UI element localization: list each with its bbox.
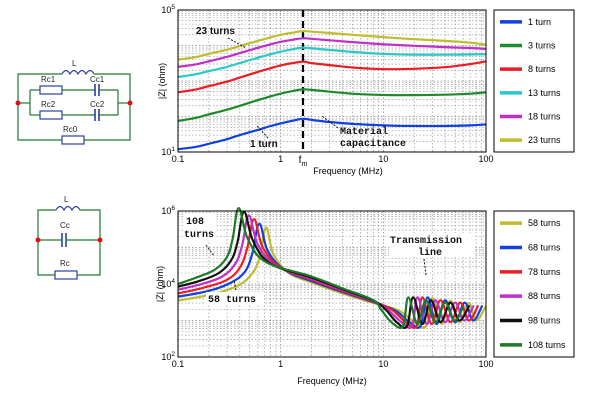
chart2-series-group (177, 207, 487, 329)
chart2-xtick-label: 100 (478, 359, 493, 369)
circuit-diagram-1 (15, 69, 133, 145)
chart2-legend-label-6: 108 turns (528, 340, 566, 350)
chart2-annotation-line: line (418, 247, 442, 259)
chart2-legend: 58 turns 68 turns 78 turns 88 turns 98 turns… (493, 210, 575, 358)
chart1-legend-label-2: 3 turns (528, 41, 556, 51)
chart2-legend-label-5: 98 turns (528, 316, 561, 326)
circuit2-node-left (35, 237, 41, 243)
circuit2-rc-resistor (54, 270, 78, 280)
chart1-legend-label-1: 1 turn (528, 17, 551, 27)
chart1-legend: 1 turn 3 turns 8 turns 13 turns 18 turns 23 t… (493, 9, 575, 153)
chart2-legend-label-4: 88 turns (528, 291, 561, 301)
chart2-annotation-transmission: Transmission (390, 235, 462, 247)
chart1-series-line-6 (177, 29, 487, 61)
chart1-annotation-1-turn: 1 turn (250, 139, 278, 150)
chart2-annotation-108-arrow (205, 244, 215, 257)
chart1-annotation-capacitance: capacitance (340, 138, 406, 150)
chart2-legend-items: 58 turns 68 turns 78 turns 88 turns 98 turns… (500, 218, 566, 350)
chart-1: 0.1 1 10 100 101 105 fm |Z| (ohm) Frequency (M… (157, 4, 494, 176)
circuit1-label-rc2: Rc2 (41, 100, 56, 109)
chart1-xtick-label: 10 (378, 154, 388, 164)
chart2-xtick-label: 10 (378, 359, 388, 369)
chart1-annotation-1-turn-arrow (256, 125, 269, 139)
circuit1-label-cc2: Cc2 (90, 100, 105, 109)
circuit1-rc0-resistor (61, 135, 85, 145)
chart1-legend-label-6: 23 turns (528, 135, 561, 145)
circuit1-rc2-resistor (39, 110, 63, 120)
chart2-annotation-tl-arrow (423, 258, 427, 276)
chart1-plot-frame (177, 9, 487, 153)
circuit2-label-rc: Rc (60, 259, 70, 268)
chart2-series-line-6 (177, 207, 465, 329)
chart1-series-line-3 (177, 60, 487, 94)
chart1-ytick-label: 105 (161, 4, 175, 15)
chart2-xlabel: Frequency (MHz) (297, 376, 367, 386)
chart1-annotation-material: Material (340, 126, 388, 138)
chart1-series-line-1 (177, 117, 487, 151)
chart1-xlabel: Frequency (MHz) (313, 166, 383, 176)
circuit1-rc1-resistor (39, 85, 63, 95)
chart1-xtick-label: 0.1 (172, 154, 185, 164)
chart2-plot-frame (177, 210, 487, 358)
chart1-ylabel: |Z| (ohm) (157, 63, 167, 99)
chart1-xtick-label: 100 (478, 154, 493, 164)
chart2-annotation-turns: turns (184, 230, 214, 241)
chart2-legend-label-3: 78 turns (528, 267, 561, 277)
chart2-ylabel: |Z| (ohm) (155, 266, 165, 302)
chart2-xtick-label: 1 (278, 359, 283, 369)
chart1-gridlines (178, 9, 487, 152)
chart2-annotation-58-arrow (233, 279, 237, 291)
circuit1-label-rc1: Rc1 (41, 75, 56, 84)
circuit1-node-left (15, 100, 21, 106)
circuit1-label-rc0: Rc0 (63, 125, 78, 134)
circuit2-node-right (97, 237, 103, 243)
circuit-diagram-2 (35, 205, 103, 280)
chart1-ytick-label: 101 (161, 146, 175, 157)
chart2-legend-label-1: 58 turns (528, 218, 561, 228)
chart2-legend-box (493, 210, 575, 358)
chart2-annotation-58-turns: 58 turns (208, 295, 256, 306)
circuit2-labels: L Cc Rc (60, 195, 70, 268)
chart2-annotation-108-bg (183, 213, 216, 240)
chart2-annotation-tl-bg (389, 233, 475, 257)
chart1-fm-tick-label: fm (299, 155, 308, 168)
circuit1-inductor (61, 69, 95, 76)
circuit1-labels: L Rc1 Cc1 Rc2 Cc2 Rc0 (41, 59, 105, 134)
circuit1-label-cc1: Cc1 (90, 75, 105, 84)
circuit1-node-right (127, 100, 133, 106)
chart1-annotation-23-turns: 23 turns (196, 26, 235, 37)
chart2-annotation-108: 108 (186, 217, 204, 228)
chart2-xtick-label: 0.1 (172, 359, 185, 369)
chart1-series-line-2 (177, 88, 487, 122)
chart2-ytick-label: 102 (161, 351, 175, 362)
chart1-xtick-label: 1 (278, 154, 283, 164)
chart2-legend-label-2: 68 turns (528, 243, 561, 253)
chart1-axis-ticks: 0.1 1 10 100 101 105 fm (161, 4, 493, 168)
chart1-legend-box (493, 9, 575, 153)
chart1-series-group (177, 29, 487, 151)
chart1-legend-label-5: 18 turns (528, 112, 561, 122)
chart2-ytick-label: 104 (161, 278, 175, 289)
circuit1-wire-left (17, 73, 62, 103)
chart2-annotation-58-bg (206, 292, 264, 304)
circuit2-label-l: L (64, 195, 69, 204)
chart2-ytick-label: 106 (161, 205, 175, 216)
circuit1-label-l: L (72, 59, 77, 68)
chart1-legend-items: 1 turn 3 turns 8 turns 13 turns 18 turns 23 t… (500, 17, 561, 145)
circuit2-label-cc: Cc (60, 221, 70, 230)
chart1-legend-label-3: 8 turns (528, 64, 556, 74)
circuit1-wire-right (94, 73, 131, 103)
chart1-series-line-5 (177, 37, 487, 68)
chart-2: 0.1 1 10 100 102 104 106 |Z| (ohm) Frequency (… (155, 205, 494, 386)
chart1-series-line-4 (177, 46, 487, 79)
chart1-legend-label-4: 13 turns (528, 88, 561, 98)
circuit2-inductor (55, 205, 81, 212)
chart2-axis-ticks: 0.1 1 10 100 102 104 106 (161, 205, 493, 369)
